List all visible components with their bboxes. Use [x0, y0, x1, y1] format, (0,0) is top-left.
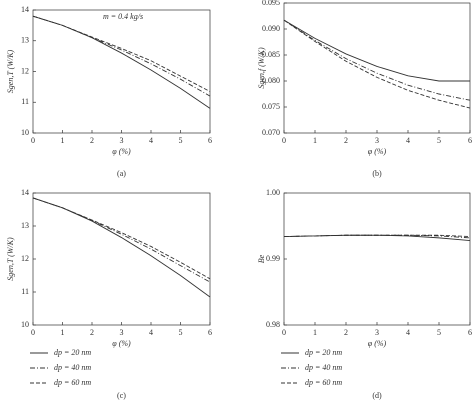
x-axis-label: φ (%)	[368, 339, 387, 348]
series-line	[283, 19, 471, 109]
series-line	[283, 19, 470, 82]
x-axis-label: φ (%)	[368, 147, 387, 156]
legend-label: dp = 20 nm	[54, 348, 91, 357]
y-axis-label: Be	[257, 254, 266, 263]
x-axis-label: φ (%)	[112, 339, 131, 348]
x-tick-label: 6	[468, 136, 472, 145]
y-axis-label: Sgen,f (W/K)	[257, 47, 266, 89]
series-line	[283, 234, 471, 238]
legend-label: dp = 40 nm	[54, 363, 91, 372]
x-tick-label: 5	[179, 328, 183, 337]
x-tick-label: 1	[313, 136, 317, 145]
y-tick-label: 10	[21, 128, 29, 137]
y-tick-label: 0.090	[262, 24, 280, 33]
x-tick-label: 0	[31, 136, 35, 145]
x-tick-label: 2	[90, 328, 94, 337]
y-tick-label: 13	[21, 36, 29, 45]
x-tick-label: 1	[61, 328, 65, 337]
series-line	[32, 197, 211, 283]
plot-frame	[32, 192, 211, 326]
x-tick-label: 0	[282, 328, 286, 337]
legend-label: dp = 60 nm	[305, 378, 342, 387]
x-tick-label: 4	[406, 328, 410, 337]
y-axis-label: Sgen,T (W/K)	[6, 237, 15, 281]
y-tick-label: 14	[21, 5, 29, 14]
x-tick-label: 3	[375, 136, 379, 145]
series-line	[32, 15, 211, 97]
x-axis-label: φ (%)	[112, 147, 131, 156]
series-line	[283, 19, 471, 101]
x-tick-label: 6	[468, 328, 472, 337]
x-tick-label: 3	[120, 136, 124, 145]
series-line	[32, 15, 211, 109]
y-tick-label: 10	[21, 320, 29, 329]
x-tick-label: 5	[437, 328, 441, 337]
legend-label: dp = 60 nm	[54, 378, 91, 387]
x-tick-label: 1	[61, 136, 65, 145]
panel-label: (d)	[372, 391, 382, 400]
x-tick-label: 5	[179, 136, 183, 145]
y-tick-label: 14	[21, 188, 29, 197]
annotation: m = 0.4 kg/s	[103, 12, 143, 21]
y-tick-label: 12	[21, 254, 29, 263]
series-line	[32, 197, 211, 298]
x-tick-label: 0	[31, 328, 35, 337]
y-tick-label: 13	[21, 221, 29, 230]
panel-label: (a)	[117, 169, 126, 178]
x-tick-label: 4	[149, 136, 153, 145]
x-tick-label: 5	[437, 136, 441, 145]
x-tick-label: 2	[344, 136, 348, 145]
series-line	[32, 197, 211, 280]
y-tick-label: 0.075	[262, 102, 280, 111]
plot-frame	[283, 192, 471, 326]
legend-label: dp = 40 nm	[305, 363, 342, 372]
x-tick-label: 3	[120, 328, 124, 337]
legend-label: dp = 20 nm	[305, 348, 342, 357]
y-tick-label: 0.095	[262, 0, 280, 7]
y-axis-label: Sgen,T (W/K)	[6, 49, 15, 93]
panel-label: (c)	[117, 391, 126, 400]
y-tick-label: 11	[21, 97, 29, 106]
x-tick-label: 3	[375, 328, 379, 337]
y-tick-label: 0.085	[262, 50, 280, 59]
y-tick-label: 0.98	[266, 320, 280, 329]
panel-label: (b)	[372, 169, 382, 178]
x-tick-label: 2	[90, 136, 94, 145]
y-tick-label: 0.99	[266, 254, 280, 263]
plot-frame	[32, 9, 211, 134]
x-tick-label: 6	[208, 136, 212, 145]
x-tick-label: 6	[208, 328, 212, 337]
y-tick-label: 11	[21, 287, 29, 296]
x-tick-label: 0	[282, 136, 286, 145]
x-tick-label: 4	[406, 136, 410, 145]
plot-frame	[283, 2, 471, 134]
series-line	[32, 15, 211, 92]
x-tick-label: 4	[149, 328, 153, 337]
y-tick-label: 0.080	[262, 76, 280, 85]
y-tick-label: 1.00	[266, 188, 280, 197]
y-tick-label: 0.070	[262, 128, 280, 137]
x-tick-label: 1	[313, 328, 317, 337]
x-tick-label: 2	[344, 328, 348, 337]
y-tick-label: 12	[21, 66, 29, 75]
